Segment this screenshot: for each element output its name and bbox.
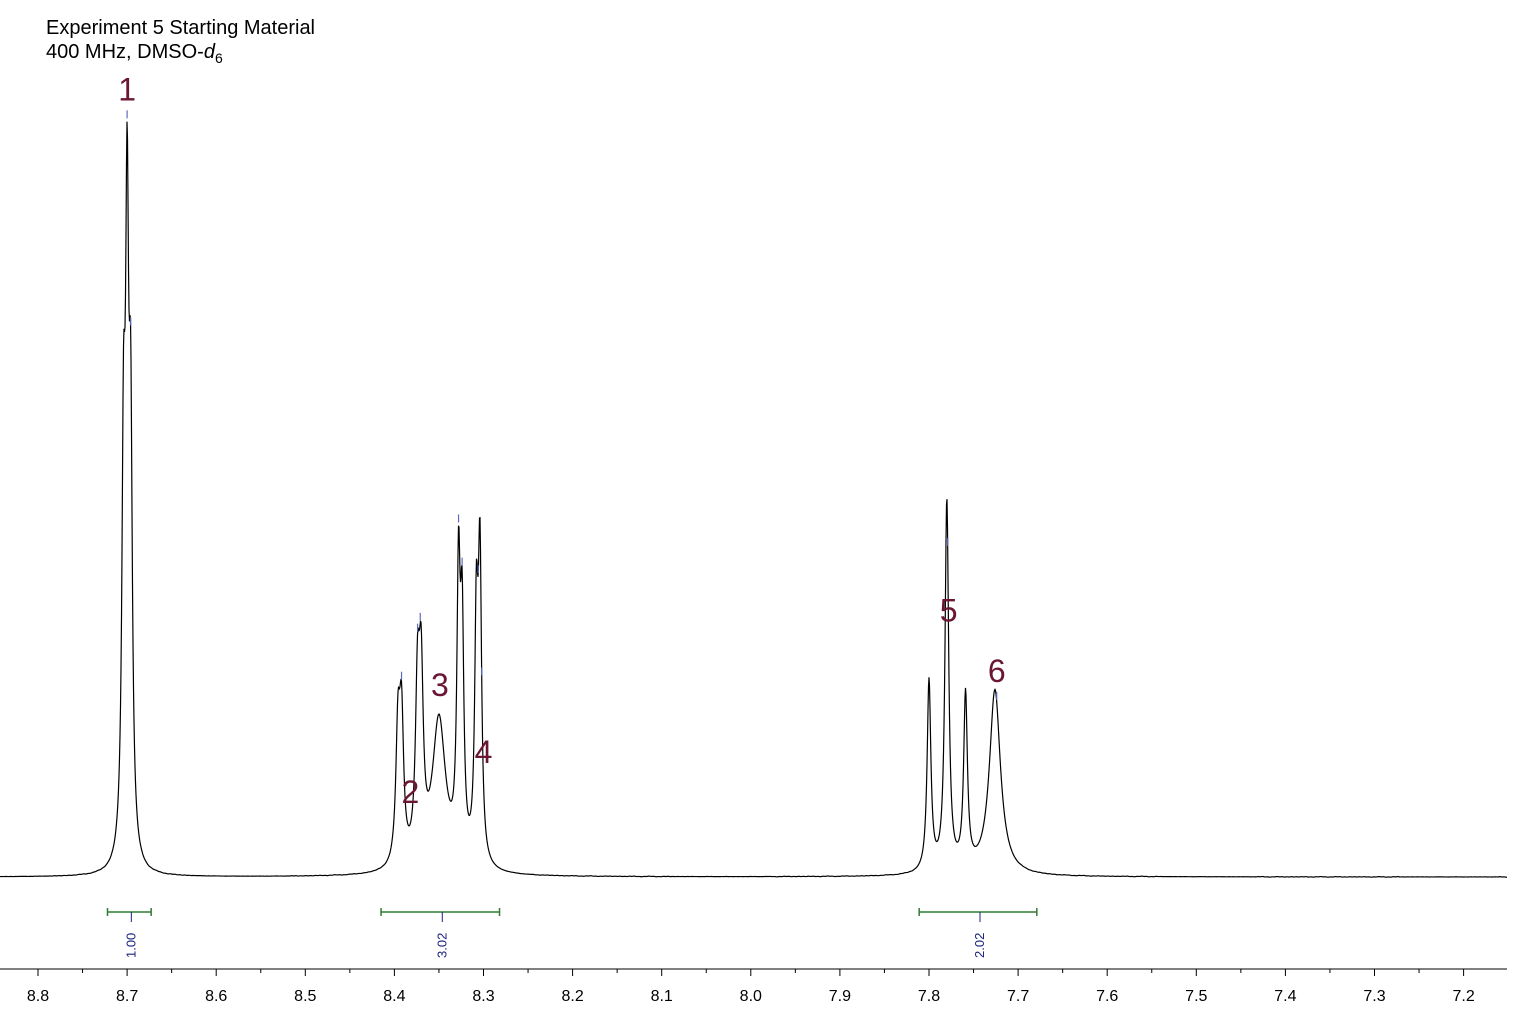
chart-title-block: Experiment 5 Starting Material 400 MHz, …	[46, 16, 315, 70]
x-tick-label: 7.5	[1185, 988, 1207, 1005]
subtitle-text: 400 MHz, DMSO-	[46, 41, 204, 63]
integral-value: 2.02	[972, 933, 987, 958]
integral-region: 1.00	[106, 908, 152, 958]
x-tick-label: 7.8	[918, 988, 940, 1005]
peak-label: 4	[475, 734, 493, 770]
chart-subtitle: 400 MHz, DMSO-d6	[46, 40, 315, 70]
x-tick-label: 7.7	[1007, 988, 1029, 1005]
peak-label: 1	[118, 71, 136, 107]
x-tick-label: 8.3	[472, 988, 494, 1005]
x-tick-label: 8.4	[383, 988, 405, 1005]
x-tick-label: 8.0	[740, 988, 762, 1005]
peak-label: 3	[431, 667, 449, 703]
x-tick-label: 8.8	[27, 988, 49, 1005]
x-tick-label: 7.3	[1363, 988, 1385, 1005]
integral-value: 1.00	[123, 933, 138, 958]
x-tick-label: 8.5	[294, 988, 316, 1005]
integral-region: 2.02	[918, 908, 1038, 958]
subtitle-italic: d	[203, 41, 215, 63]
x-tick-label: 7.4	[1274, 988, 1296, 1005]
peak-markers	[126, 110, 998, 700]
peak-label: 5	[940, 592, 958, 628]
integral-region: 3.02	[380, 908, 501, 958]
x-tick-label: 8.7	[116, 988, 138, 1005]
integral-value: 3.02	[434, 933, 449, 958]
peak-label: 6	[988, 653, 1006, 689]
spectrum-trace	[0, 121, 1508, 878]
x-axis: 8.8 8.7 8.6 8.5 8.4 8.3 8.2 8.1 8.0 7.9 7.8 7.7 7.6 7…	[0, 968, 1507, 1005]
x-tick-label: 8.6	[205, 988, 227, 1005]
x-tick-label: 8.1	[651, 988, 673, 1005]
peak-label: 2	[402, 774, 420, 810]
x-tick-label: 7.9	[829, 988, 851, 1005]
chart-title: Experiment 5 Starting Material	[46, 17, 316, 39]
subtitle-subscript: 6	[214, 50, 223, 66]
x-tick-label: 7.6	[1096, 988, 1118, 1005]
x-tick-label: 7.2	[1452, 988, 1474, 1005]
integrals: 1.00 3.02 2.02	[106, 908, 1038, 958]
x-tick-label: 8.2	[561, 988, 583, 1005]
